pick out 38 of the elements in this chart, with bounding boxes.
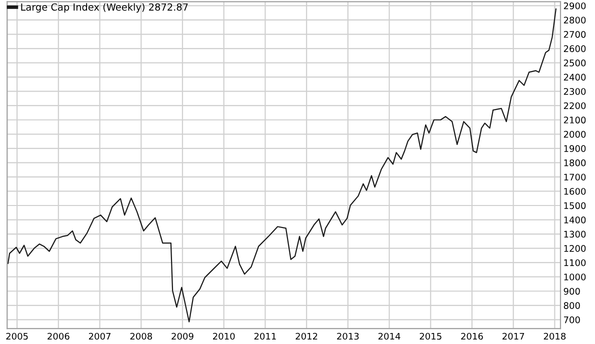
y-tick-label: 1800 xyxy=(564,159,586,166)
y-tick-label: 1100 xyxy=(564,259,586,266)
x-tick-label: 2008 xyxy=(130,332,152,340)
x-tick-label: 2006 xyxy=(48,332,70,340)
y-tick-label: 2900 xyxy=(564,2,586,10)
x-tick-label: 2009 xyxy=(172,332,194,340)
y-tick-label: 2800 xyxy=(564,16,586,24)
y-tick-label: 1300 xyxy=(564,230,586,238)
y-tick-label: 1900 xyxy=(564,145,586,152)
y-tick-label: 1700 xyxy=(564,174,586,181)
x-tick-label: 2005 xyxy=(6,332,28,340)
x-tick-label: 2012 xyxy=(296,332,318,340)
y-tick-label: 2500 xyxy=(564,60,586,66)
y-tick-label: 2600 xyxy=(564,45,586,52)
x-tick-label: 2010 xyxy=(213,332,235,340)
y-tick-label: 800 xyxy=(564,302,580,309)
x-tick-label: 2016 xyxy=(461,332,483,340)
y-tick-label: 1600 xyxy=(564,188,586,195)
y-tick-label: 2300 xyxy=(564,88,586,95)
x-tick-label: 2007 xyxy=(88,332,110,340)
y-tick-label: 2400 xyxy=(564,74,586,81)
y-tick-label: 700 xyxy=(564,316,580,324)
y-tick-label: 2100 xyxy=(564,116,586,124)
y-tick-label: 1200 xyxy=(564,245,586,252)
y-tick-label: 1000 xyxy=(564,274,586,280)
x-tick-label: 2018 xyxy=(544,332,566,340)
y-tick-label: 2700 xyxy=(564,30,586,38)
y-tick-label: 900 xyxy=(564,288,580,295)
x-tick-label: 2014 xyxy=(378,332,400,340)
legend-label: Large Cap Index (Weekly) 2872.87 xyxy=(21,3,188,13)
x-tick-label: 2013 xyxy=(337,332,359,340)
y-tick-label: 2200 xyxy=(564,102,586,110)
y-tick-label: 2000 xyxy=(564,130,586,138)
x-tick-label: 2017 xyxy=(502,332,524,340)
y-tick-label: 1400 xyxy=(564,216,586,224)
x-tick-label: 2011 xyxy=(254,332,276,340)
y-tick-label: 1500 xyxy=(564,202,586,210)
x-tick-label: 2015 xyxy=(420,332,442,340)
